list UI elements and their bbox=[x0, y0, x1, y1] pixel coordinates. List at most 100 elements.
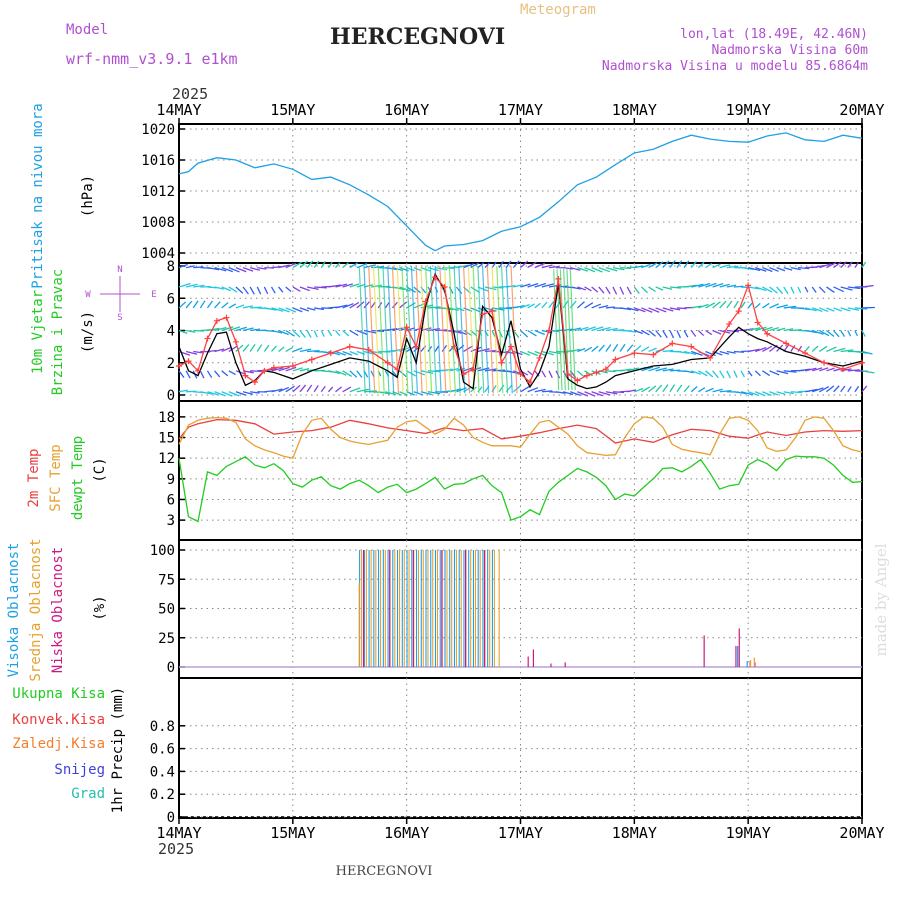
wind-barb bbox=[804, 367, 817, 372]
time-label-top: 16MAY bbox=[384, 101, 429, 119]
wind-barb bbox=[566, 269, 573, 391]
wind-barb bbox=[356, 388, 370, 393]
y-tick-label: 0 bbox=[167, 660, 175, 676]
wind-barb bbox=[648, 385, 657, 393]
wind-barb bbox=[342, 370, 352, 377]
wind-barb bbox=[250, 306, 262, 309]
wind-barb bbox=[790, 328, 802, 332]
wind-barb bbox=[420, 265, 428, 394]
wind-barb bbox=[250, 391, 260, 394]
wind-barb bbox=[358, 265, 366, 394]
wind-barb bbox=[826, 367, 835, 372]
wind-barb bbox=[378, 350, 391, 353]
wind-barb bbox=[776, 286, 784, 295]
wind-barb bbox=[591, 267, 603, 273]
wind-barb bbox=[854, 385, 860, 393]
wind-barb bbox=[472, 265, 480, 394]
wind-barb bbox=[641, 366, 654, 372]
wind-barb bbox=[442, 368, 453, 372]
wind-barb bbox=[563, 328, 574, 332]
gust-marker bbox=[489, 308, 496, 315]
wind-barb bbox=[811, 307, 823, 312]
wind-barb bbox=[705, 282, 717, 288]
wind-barb bbox=[591, 391, 603, 397]
wind-barb bbox=[769, 370, 780, 376]
precip-legend-rain_conv: Konvek.Kisa bbox=[12, 712, 105, 728]
compass-south: S bbox=[117, 313, 122, 323]
wind-barb bbox=[620, 368, 632, 372]
wind-barb bbox=[335, 370, 347, 376]
year-label-bottom: 2025 bbox=[158, 840, 194, 858]
gust-marker bbox=[517, 371, 524, 378]
wind-barb bbox=[676, 384, 683, 393]
wind-barb bbox=[193, 350, 205, 354]
wind-barb bbox=[747, 391, 760, 397]
wind-barb bbox=[285, 307, 297, 313]
wind-barb bbox=[740, 370, 745, 378]
wind-barb bbox=[342, 350, 352, 356]
wind-barb bbox=[812, 367, 823, 372]
wind-barb bbox=[242, 286, 249, 295]
wind-barb bbox=[648, 262, 658, 269]
wind-barb bbox=[826, 329, 835, 338]
wind-barb bbox=[299, 330, 306, 338]
wind-barb bbox=[320, 261, 326, 268]
wind-barb bbox=[520, 350, 531, 356]
wind-barb bbox=[804, 307, 817, 312]
wind-barb bbox=[655, 307, 667, 313]
wind-barb bbox=[612, 343, 619, 352]
y-tick-label: 12 bbox=[158, 451, 175, 467]
y-tick-label: 75 bbox=[158, 572, 175, 588]
gust-marker bbox=[669, 340, 676, 347]
wind-barb bbox=[349, 301, 360, 309]
wind-barb bbox=[797, 266, 810, 270]
wind-barb bbox=[591, 286, 599, 293]
wind-barb bbox=[641, 329, 650, 336]
wind-barb bbox=[584, 346, 593, 353]
wind-barb bbox=[285, 366, 297, 372]
gust-marker bbox=[498, 359, 505, 366]
wind-barb bbox=[712, 329, 722, 335]
gust-marker bbox=[346, 343, 353, 350]
wind-barb bbox=[577, 266, 588, 272]
wind-barb bbox=[214, 266, 227, 272]
wind-barb bbox=[733, 300, 739, 309]
wind-barb bbox=[705, 262, 713, 269]
wind-barb bbox=[790, 266, 801, 271]
compass-west: W bbox=[85, 290, 91, 300]
wind-barb bbox=[242, 327, 254, 332]
wind-barb bbox=[192, 300, 199, 309]
wind-barb bbox=[641, 263, 651, 269]
wind-barb bbox=[804, 345, 810, 352]
wind-barb bbox=[740, 301, 746, 309]
model-name: wrf-nmm_v3.9.1 e1km bbox=[66, 50, 238, 68]
wind-barb bbox=[207, 391, 220, 396]
wind-barb bbox=[577, 286, 587, 291]
wind-barb bbox=[541, 264, 553, 269]
wind-barb bbox=[292, 307, 303, 313]
wind-barb bbox=[712, 283, 724, 288]
wind-barb bbox=[271, 307, 284, 312]
wind-barb bbox=[569, 269, 576, 391]
gust-marker bbox=[451, 343, 458, 350]
wind-barb bbox=[534, 350, 546, 357]
wind-barb bbox=[697, 261, 705, 269]
wind-barb bbox=[783, 391, 794, 395]
cloud-mid-axis-title: Srednja Oblacnost bbox=[28, 538, 44, 681]
wind-barb bbox=[719, 389, 732, 393]
wind-barb bbox=[726, 329, 740, 333]
wind-barb bbox=[228, 267, 240, 273]
wind-barb bbox=[698, 282, 711, 288]
y-tick-label: 1016 bbox=[141, 153, 175, 169]
wind-barb bbox=[242, 344, 250, 352]
year-label-top: 2025 bbox=[172, 85, 208, 103]
wind-barb bbox=[698, 303, 709, 309]
wind-barb bbox=[228, 370, 236, 376]
y-tick-label: 0 bbox=[167, 388, 175, 404]
wind-barb bbox=[185, 300, 193, 309]
wind-barb bbox=[854, 307, 868, 310]
gust-marker bbox=[735, 308, 742, 315]
gust-marker bbox=[802, 350, 809, 357]
wind-barb bbox=[840, 261, 847, 269]
wind-barb bbox=[513, 304, 525, 309]
